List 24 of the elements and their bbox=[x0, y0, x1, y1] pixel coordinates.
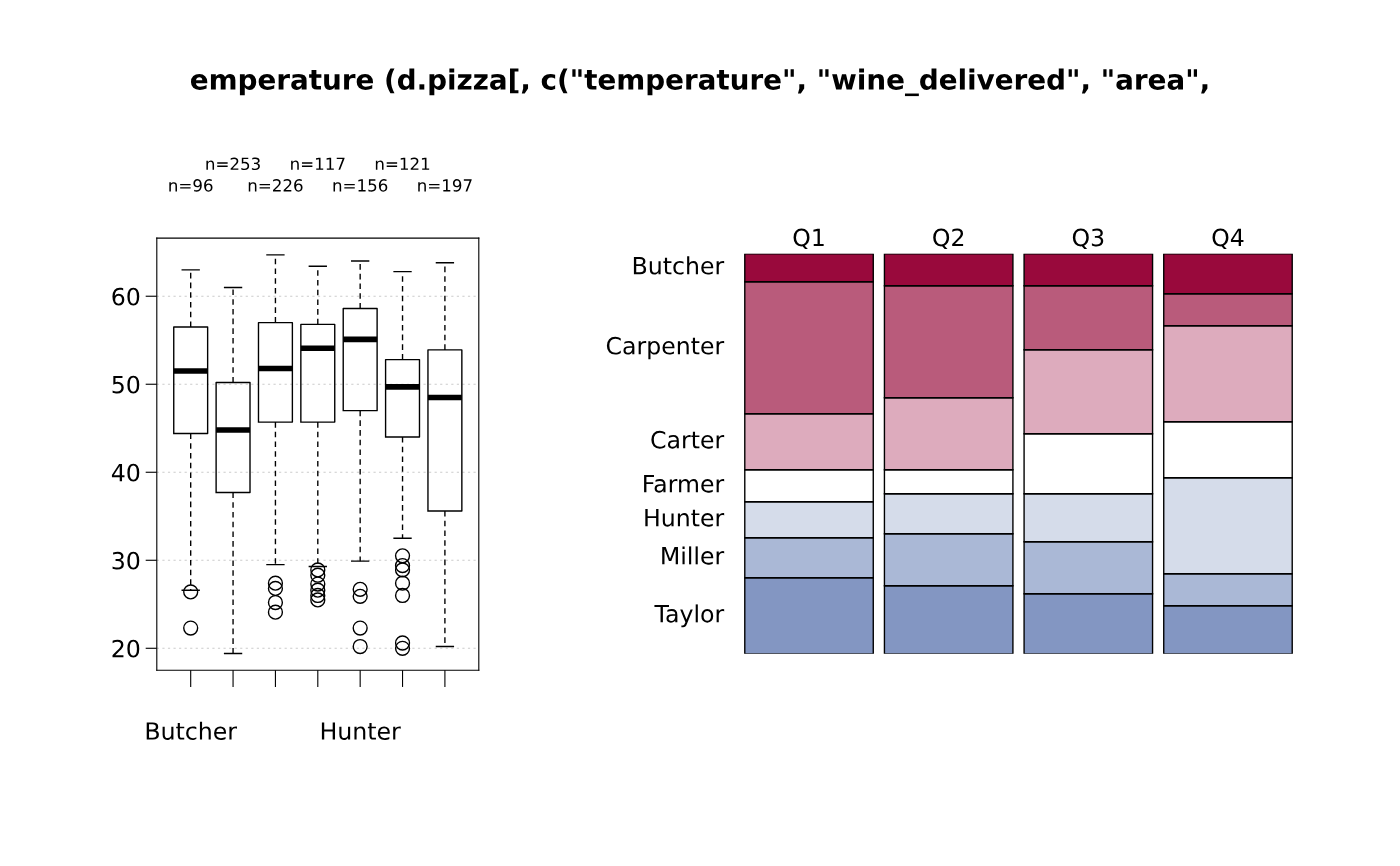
series-label: Hunter bbox=[645, 509, 725, 527]
text: emperature (d.pizza[, c("temperature", "wine_delivered", "area", bbox=[190, 68, 1208, 97]
x-tick-label: Q4 bbox=[1212, 228, 1244, 250]
y-tick-label: 20 bbox=[112, 639, 140, 658]
text: n=156 bbox=[333, 179, 388, 192]
y-tick-label: 50 bbox=[112, 375, 140, 394]
text: n=253 bbox=[206, 157, 260, 171]
series-label: Butcher bbox=[633, 256, 725, 275]
text: n=96 bbox=[169, 179, 213, 192]
x-tick-label: Q1 bbox=[793, 228, 824, 250]
x-tick-label: Q3 bbox=[1072, 228, 1104, 250]
y-tick-label: 30 bbox=[112, 551, 140, 570]
series-label: Farmer bbox=[644, 475, 725, 493]
series-label: Carter bbox=[651, 430, 725, 449]
x-tick-label: Q2 bbox=[933, 228, 964, 250]
text: n=197 bbox=[418, 179, 472, 192]
text: n=117 bbox=[291, 157, 345, 170]
y-tick-label: 60 bbox=[112, 287, 140, 306]
y-tick-label: 40 bbox=[111, 463, 140, 482]
series-label: Miller bbox=[662, 546, 725, 565]
text: n=121 bbox=[375, 157, 430, 170]
series-label: Carpenter bbox=[606, 336, 725, 360]
series-label: Taylor bbox=[654, 604, 725, 628]
text: n=226 bbox=[248, 179, 303, 192]
